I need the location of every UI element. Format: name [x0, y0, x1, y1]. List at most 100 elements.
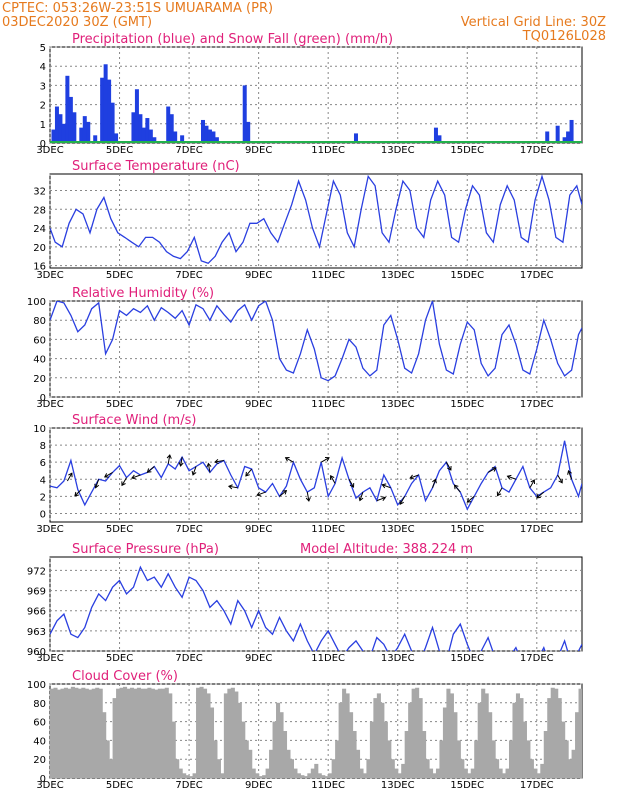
- panel-body: [50, 301, 582, 382]
- wind-arrow: [568, 470, 573, 480]
- y-tick-label: 6: [40, 458, 46, 469]
- cloud-bar: [216, 759, 221, 778]
- cloud-bar: [227, 688, 232, 778]
- precip-bar: [107, 79, 112, 143]
- cloud-bar: [168, 693, 173, 778]
- x-tick-label: 5DEC: [106, 145, 133, 156]
- cloud-bar: [53, 687, 58, 778]
- y-tick-label: 2: [40, 101, 46, 112]
- precip-bar: [211, 131, 216, 143]
- x-tick-label: 13DEC: [381, 270, 415, 281]
- panel-title: Cloud Cover (%): [72, 669, 178, 684]
- wind-arrow-head: [146, 468, 152, 473]
- cloud-bar: [453, 712, 458, 778]
- y-tick-label: 0: [40, 509, 46, 520]
- precip-bar: [569, 119, 574, 143]
- cloud-bar: [98, 688, 103, 778]
- precip-bar: [68, 96, 73, 143]
- cloud-bar: [209, 707, 215, 778]
- precip-bar: [152, 137, 157, 143]
- y-tick-label: 0: [40, 393, 46, 404]
- wind-arrow: [207, 463, 211, 473]
- wind-arrow: [320, 457, 330, 463]
- panel-title: Relative Humidity (%): [72, 286, 214, 301]
- cloud-bar: [547, 698, 552, 778]
- x-tick-label: 15DEC: [450, 780, 484, 791]
- cloud-bar: [133, 688, 138, 778]
- cloud-bar: [328, 773, 333, 778]
- cloud-bar: [369, 721, 374, 778]
- cloud-bar: [411, 688, 416, 778]
- x-tick-label: 11DEC: [311, 399, 345, 410]
- cloud-bar: [161, 688, 166, 778]
- cloud-bar: [150, 688, 155, 778]
- y-tick-label: 1: [40, 120, 46, 131]
- wind-arrow: [497, 487, 503, 496]
- cloud-bar: [324, 776, 329, 778]
- cloud-bar: [244, 740, 249, 778]
- cloud-bar: [460, 759, 465, 778]
- x-tick-label: 11DEC: [311, 524, 345, 535]
- wind-arrow: [487, 467, 497, 473]
- wind-arrow-head: [282, 489, 288, 495]
- x-tick-label: 7DEC: [175, 653, 202, 664]
- wind-arrow-head: [496, 491, 502, 497]
- y-tick-label: 24: [33, 224, 46, 235]
- cloud-bar: [95, 687, 100, 778]
- cloud-bar: [289, 759, 294, 778]
- cloud-bar: [206, 693, 211, 778]
- cloud-bar: [481, 688, 486, 778]
- x-tick-label: 15DEC: [450, 399, 484, 410]
- y-tick-label: 969: [27, 587, 46, 598]
- wind-arrow: [399, 496, 406, 505]
- x-tick-label: 17DEC: [520, 270, 554, 281]
- y-tick-label: 28: [33, 205, 46, 216]
- wind-arrow-head: [68, 472, 73, 478]
- wind-arrow-head: [329, 474, 335, 480]
- wind-arrow-head: [466, 498, 472, 503]
- cloud-bar: [199, 686, 204, 778]
- wind-arrow: [507, 475, 517, 480]
- panel-frame: [49, 300, 583, 398]
- x-tick-label: 5DEC: [106, 653, 133, 664]
- cloud-bar: [362, 773, 368, 778]
- x-tick-label: 3DEC: [36, 780, 63, 791]
- cloud-bar: [258, 776, 263, 778]
- wind-arrow: [445, 461, 452, 471]
- panel-subtitle: Model Altitude: 388.224 m: [300, 542, 473, 557]
- x-tick-label: 3DEC: [36, 270, 63, 281]
- cloud-bar: [401, 763, 406, 778]
- precip-bar: [200, 119, 205, 143]
- cloud-bar: [50, 688, 55, 778]
- y-tick-label: 4: [40, 475, 46, 486]
- precip-bar: [61, 123, 66, 143]
- wind-arrow: [180, 456, 183, 467]
- cloud-bar: [255, 773, 260, 778]
- x-tick-label: 7DEC: [175, 399, 202, 410]
- cloud-bar: [220, 773, 225, 778]
- wind-arrow: [147, 466, 155, 473]
- y-tick-label: 8: [40, 441, 46, 452]
- cloud-bar: [554, 688, 559, 778]
- cloud-bar: [143, 688, 148, 778]
- cloud-bar: [213, 740, 218, 778]
- y-tick-label: 963: [27, 627, 46, 638]
- x-tick-label: 17DEC: [520, 524, 554, 535]
- cloud-bar: [269, 749, 274, 778]
- cloud-bar: [126, 688, 131, 778]
- wind-arrow-head: [178, 462, 184, 467]
- cloud-bar: [223, 693, 228, 778]
- cloud-bar: [352, 731, 357, 778]
- cloud-bar: [533, 768, 538, 778]
- cloud-bar: [390, 759, 395, 778]
- wind-arrow: [214, 459, 224, 463]
- cloud-bar: [123, 686, 128, 778]
- panel-title: Precipitation (blue) and Snow Fall (gree…: [72, 32, 393, 47]
- cloud-bar: [63, 687, 68, 778]
- panel-body: [50, 174, 582, 265]
- cloud-bar: [84, 688, 89, 778]
- cloud-bar: [241, 721, 246, 778]
- precip-bar: [93, 135, 98, 143]
- cloud-bar: [429, 768, 434, 778]
- cloud-bar: [286, 749, 291, 778]
